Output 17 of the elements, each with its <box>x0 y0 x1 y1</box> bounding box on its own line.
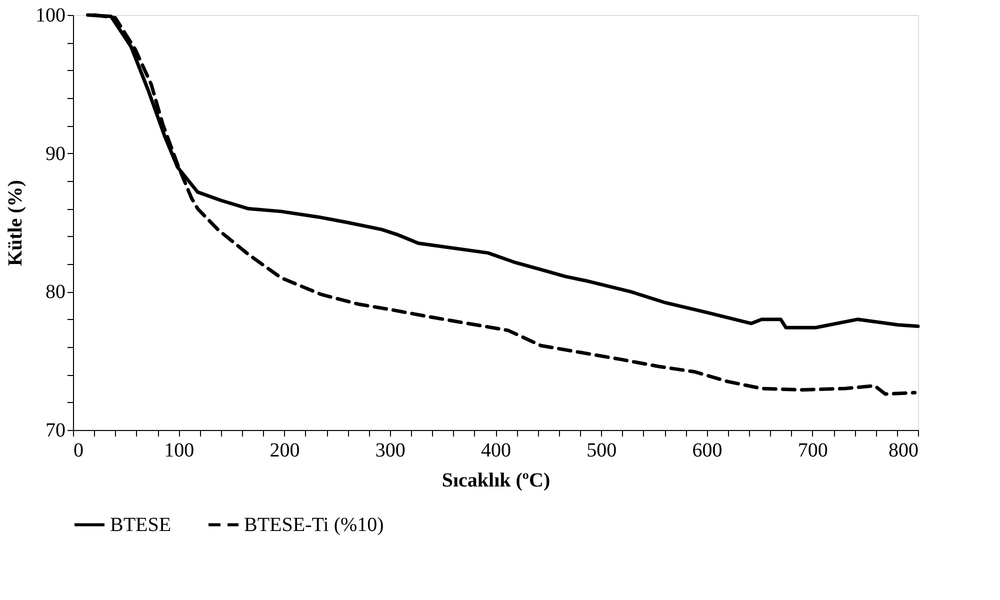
x-tick-label: 500 <box>586 440 617 462</box>
x-tick-label: 0 <box>74 440 84 462</box>
x-tick-label: 700 <box>798 440 828 462</box>
x-tick-label: 400 <box>481 440 511 462</box>
y-tick-label: 70 <box>46 420 66 442</box>
y-tick-label: 90 <box>46 142 66 165</box>
x-axis-title: Sıcaklık (ºC) <box>442 470 550 492</box>
legend-label: BTESE-Ti (%10) <box>244 514 384 536</box>
x-tick-label: 100 <box>164 440 194 462</box>
x-tick-label: 800 <box>888 440 918 462</box>
y-tick-label: 80 <box>46 281 66 304</box>
y-tick-label: 100 <box>36 4 66 26</box>
x-tick-label: 300 <box>375 440 406 462</box>
x-tick-label: 200 <box>270 440 300 462</box>
legend-label: BTESE <box>110 514 172 536</box>
x-tick-label: 600 <box>692 440 722 462</box>
y-axis-title: Kütle (%) <box>4 180 26 266</box>
